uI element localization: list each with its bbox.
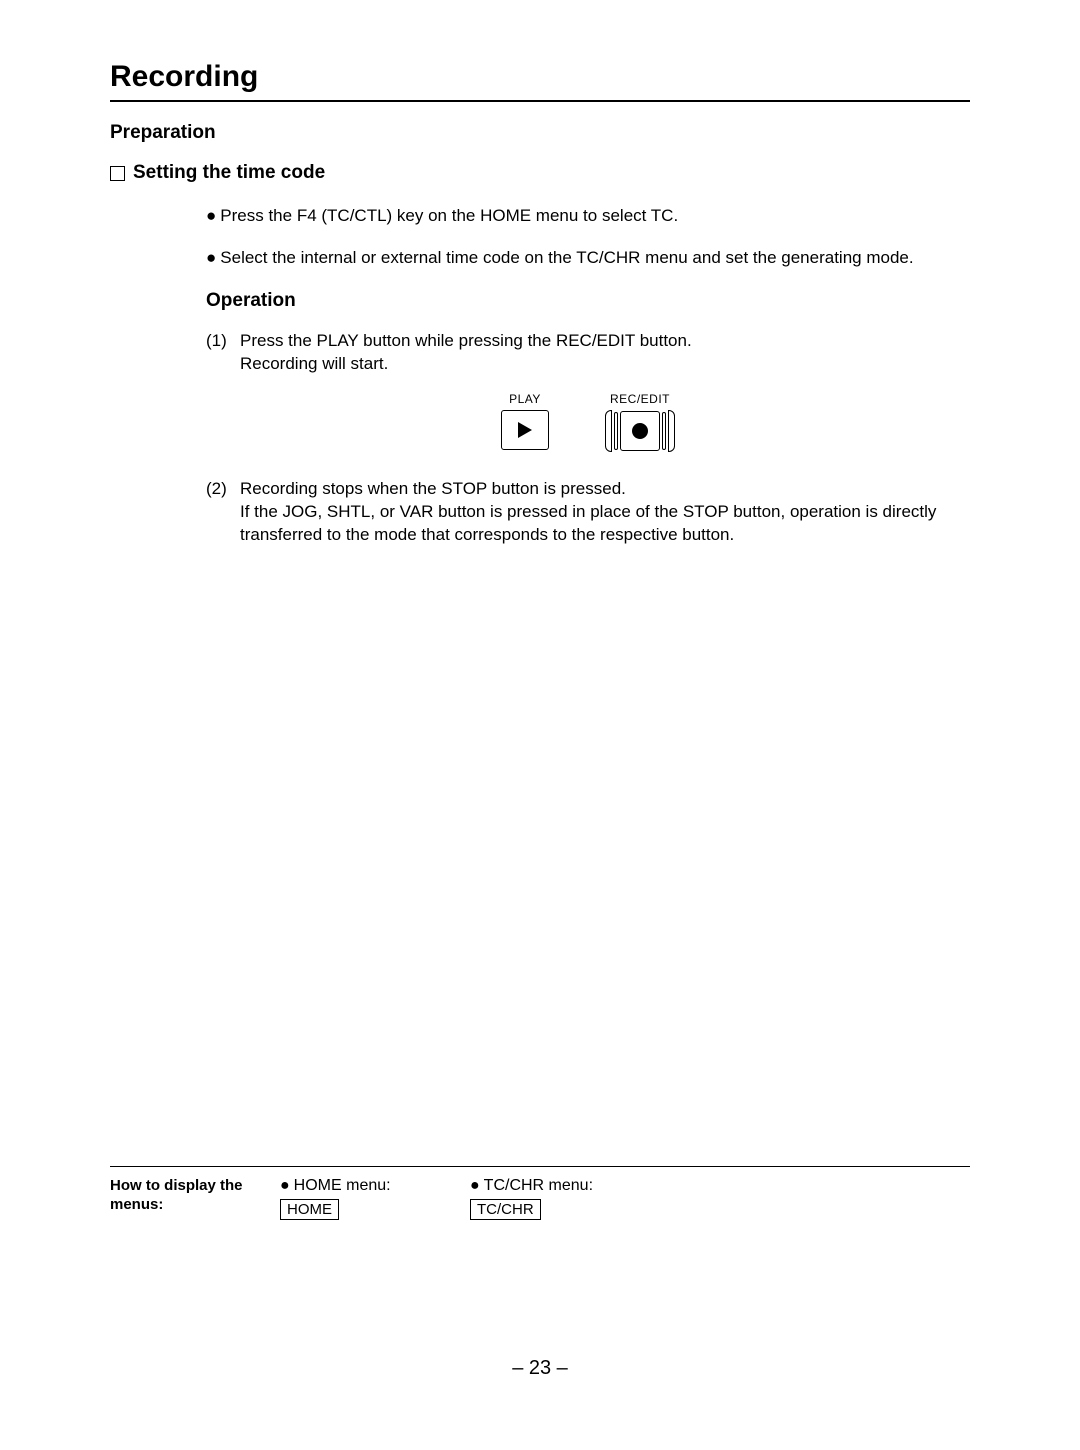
rec-button-group: REC/EDIT: [605, 392, 675, 452]
operation-heading: Operation: [206, 290, 970, 312]
play-triangle-icon: [518, 422, 532, 438]
buttons-figure: PLAY REC/EDIT: [206, 392, 970, 452]
footer-item-tcchr: ● TC/CHR menu: TC/CHR: [470, 1177, 660, 1220]
step-1-body: Press the PLAY button while pressing the…: [240, 330, 970, 376]
bullet-1: ● Press the F4 (TC/CTL) key on the HOME …: [206, 206, 970, 226]
page-title: Recording: [110, 60, 970, 94]
step-1: (1) Press the PLAY button while pressing…: [206, 330, 970, 376]
bullet-dot-icon: ●: [280, 1177, 290, 1195]
rec-button-icon: [605, 410, 675, 452]
setting-row: Setting the time code: [110, 162, 970, 184]
step-2-body: Recording stops when the STOP button is …: [240, 478, 970, 547]
footer-rule: [110, 1166, 970, 1167]
checkbox-icon: [110, 166, 125, 181]
step-2: (2) Recording stops when the STOP button…: [206, 478, 970, 547]
step-2-line2: If the JOG, SHTL, or VAR button is press…: [240, 502, 936, 544]
step-1-line2: Recording will start.: [240, 354, 388, 373]
guard-right-icon: [668, 410, 675, 452]
tcchr-box: TC/CHR: [470, 1199, 541, 1220]
rec-inner-button-icon: [620, 411, 660, 451]
play-label: PLAY: [501, 392, 549, 406]
guard-bar-icon: [614, 412, 618, 450]
bullet-2-text: Select the internal or external time cod…: [220, 248, 913, 268]
bullet-dot-icon: ●: [206, 248, 216, 268]
home-box: HOME: [280, 1199, 339, 1220]
rec-circle-icon: [632, 423, 648, 439]
bullet-dot-icon: ●: [206, 206, 216, 226]
play-button-icon: [501, 410, 549, 450]
play-button-group: PLAY: [501, 392, 549, 452]
footer-tcchr-label: TC/CHR menu:: [484, 1177, 593, 1195]
step-2-line1: Recording stops when the STOP button is …: [240, 479, 626, 498]
page-number: – 23 –: [0, 1357, 1080, 1380]
rec-label: REC/EDIT: [605, 392, 675, 406]
setting-heading: Setting the time code: [133, 162, 325, 184]
bullet-2: ● Select the internal or external time c…: [206, 248, 970, 268]
step-1-number: (1): [206, 330, 240, 376]
guard-bar-icon: [662, 412, 666, 450]
footer-row: How to display the menus: ● HOME menu: H…: [110, 1177, 970, 1220]
bullet-1-text: Press the F4 (TC/CTL) key on the HOME me…: [220, 206, 678, 226]
footer: How to display the menus: ● HOME menu: H…: [110, 1166, 970, 1220]
guard-left-icon: [605, 410, 612, 452]
footer-item-home: ● HOME menu: HOME: [280, 1177, 470, 1220]
footer-heading: How to display the menus:: [110, 1177, 280, 1215]
title-rule: [110, 100, 970, 102]
step-1-line1: Press the PLAY button while pressing the…: [240, 331, 692, 350]
step-2-number: (2): [206, 478, 240, 547]
footer-home-label: HOME menu:: [294, 1177, 391, 1195]
preparation-heading: Preparation: [110, 122, 970, 144]
bullet-dot-icon: ●: [470, 1177, 480, 1195]
